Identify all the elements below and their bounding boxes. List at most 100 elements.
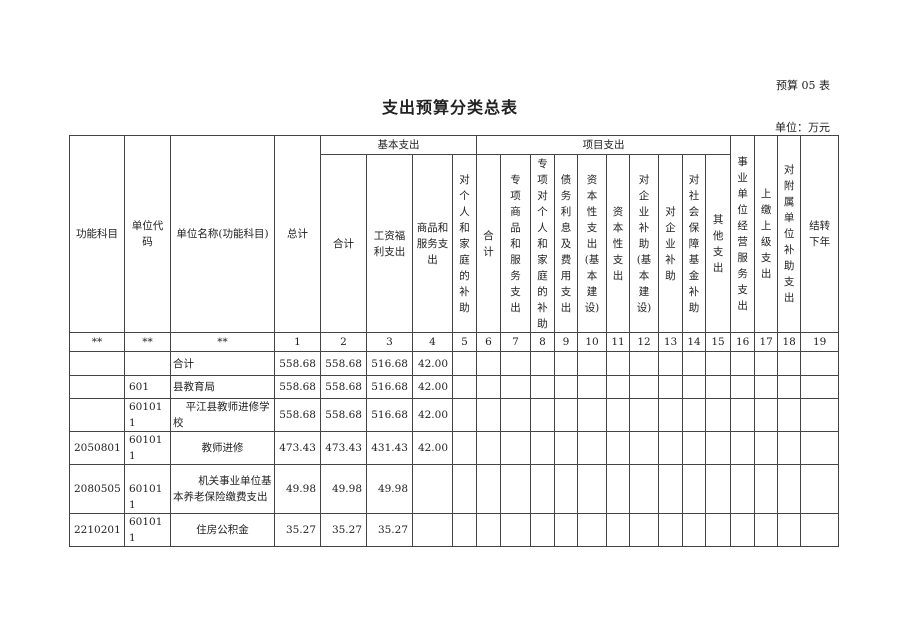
amount-cell: 49.98 [366, 464, 413, 514]
empty-cell [629, 398, 659, 432]
empty-cell [800, 351, 840, 376]
column-header: 对附属单位补助支出 [777, 135, 802, 333]
empty-cell [800, 398, 840, 432]
column-header: 结转下年 [800, 135, 840, 333]
column-number: 17 [754, 332, 779, 352]
column-number: ** [170, 332, 275, 352]
column-number: 8 [530, 332, 555, 352]
column-header: 合计 [320, 154, 367, 333]
function-code-cell [69, 375, 125, 399]
column-header: 对社会保障基金补助 [682, 154, 706, 333]
empty-cell [777, 398, 802, 432]
empty-cell [577, 351, 607, 376]
empty-cell [682, 351, 706, 376]
amount-cell: 473.43 [274, 431, 321, 465]
table-row: 2210201 601011 住房公积金 35.27 35.27 35.27 [69, 513, 840, 547]
empty-cell [777, 375, 802, 399]
column-number: 14 [682, 332, 706, 352]
amount-cell: 42.00 [412, 351, 453, 376]
empty-cell [800, 513, 840, 547]
column-header: 专项商品和服务支出 [500, 154, 531, 333]
column-number: ** [124, 332, 171, 352]
empty-cell [530, 431, 555, 465]
empty-cell [629, 513, 659, 547]
column-number: 10 [577, 332, 607, 352]
function-code-cell: 2050801 [69, 431, 125, 465]
column-header: 单位名称(功能科目) [170, 135, 275, 333]
column-number: 12 [629, 332, 659, 352]
amount-cell: 35.27 [320, 513, 367, 547]
amount-cell: 558.68 [320, 375, 367, 399]
column-number: 18 [777, 332, 802, 352]
column-number: 13 [658, 332, 683, 352]
amount-cell: 516.68 [366, 375, 413, 399]
empty-cell [682, 398, 706, 432]
empty-cell [500, 513, 531, 547]
empty-cell [704, 351, 732, 376]
amount-cell [412, 464, 453, 514]
empty-cell [658, 513, 683, 547]
amount-cell: 35.27 [274, 513, 321, 547]
column-header: 事业单位经营服务支出 [730, 135, 756, 333]
amount-cell: 42.00 [412, 398, 453, 432]
unit-code-cell: 601 [124, 375, 171, 399]
amount-cell: 558.68 [274, 351, 321, 376]
empty-cell [777, 464, 802, 514]
empty-cell [500, 351, 531, 376]
column-header: 商品和服务支出 [412, 154, 453, 333]
empty-cell [452, 464, 477, 514]
amount-cell: 35.27 [366, 513, 413, 547]
amount-cell: 431.43 [366, 431, 413, 465]
column-header: 其他支出 [704, 154, 732, 333]
empty-cell [754, 431, 779, 465]
empty-cell [500, 431, 531, 465]
empty-cell [754, 375, 779, 399]
empty-cell [606, 375, 630, 399]
empty-cell [629, 351, 659, 376]
empty-cell [800, 431, 840, 465]
empty-cell [500, 375, 531, 399]
empty-cell [577, 431, 607, 465]
empty-cell [606, 398, 630, 432]
amount-cell: 473.43 [320, 431, 367, 465]
empty-cell [730, 431, 756, 465]
empty-cell [554, 398, 578, 432]
column-header: 工资福利支出 [366, 154, 413, 333]
empty-cell [658, 464, 683, 514]
table-row: 合计 558.68 558.68 516.68 42.00 [69, 351, 840, 376]
column-header: 上缴上级支出 [754, 135, 779, 333]
amount-cell: 558.68 [274, 375, 321, 399]
amount-cell: 558.68 [274, 398, 321, 432]
unit-code-cell: 601011 [124, 431, 171, 465]
column-header: 总计 [274, 135, 321, 333]
column-number: 7 [500, 332, 531, 352]
empty-cell [530, 375, 555, 399]
empty-cell [530, 351, 555, 376]
empty-cell [577, 398, 607, 432]
empty-cell [606, 513, 630, 547]
empty-cell [476, 398, 501, 432]
empty-cell [554, 464, 578, 514]
empty-cell [476, 513, 501, 547]
column-number-row: ** ** ** 1 2 3 4 5 6 7 8 9 10 11 12 13 14 15 16 17 18 19 [69, 332, 840, 352]
empty-cell [777, 431, 802, 465]
function-code-cell [69, 398, 125, 432]
column-header: 合计 [476, 154, 501, 333]
empty-cell [452, 351, 477, 376]
empty-cell [754, 351, 779, 376]
column-number: 5 [452, 332, 477, 352]
empty-cell [800, 464, 840, 514]
empty-cell [658, 375, 683, 399]
header-row: 合计 工资福利支出 商品和服务支出 对个人和家庭的补助 合计 专项商品和服务支出 专项对个人… [70, 154, 839, 333]
unit-code-cell: 601011 [124, 513, 171, 547]
function-code-cell [69, 351, 125, 376]
empty-cell [730, 351, 756, 376]
amount-cell: 558.68 [320, 351, 367, 376]
empty-cell [682, 431, 706, 465]
empty-cell [730, 375, 756, 399]
empty-cell [704, 398, 732, 432]
empty-cell [476, 375, 501, 399]
empty-cell [452, 513, 477, 547]
empty-cell [452, 431, 477, 465]
empty-cell [682, 513, 706, 547]
